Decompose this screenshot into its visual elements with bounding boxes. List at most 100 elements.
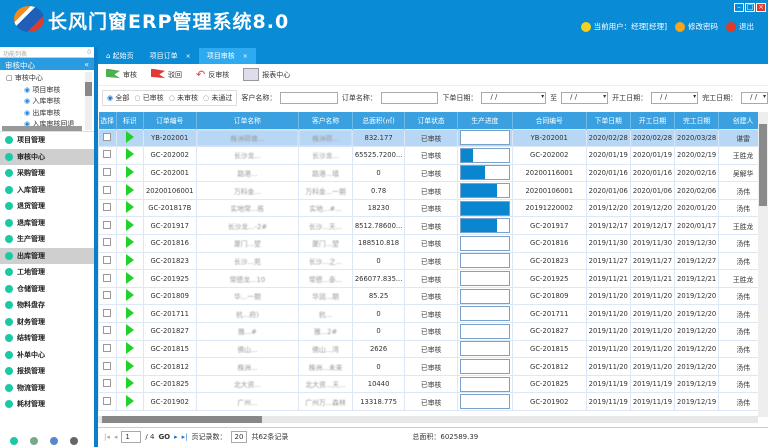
column-header[interactable]: 合同编号 [512,112,587,129]
table-horizontal-scrollbar[interactable] [98,416,758,423]
approve-button[interactable]: 审核 [106,68,137,81]
app-icon[interactable] [10,437,18,445]
table-row[interactable]: GC-201817B 实地常...栋 实地...#... 18230 已审核 201912… [98,198,768,218]
row-checkbox[interactable] [103,308,112,317]
table-row[interactable]: GC-201711 杭...府) 杭... 0 已审核 GC-201711 2019/11/… [98,304,768,324]
table-row[interactable]: GC-201925 常德龙...10 常德...泰... 266077.835... 已… [98,269,768,288]
select-cell[interactable] [98,216,117,236]
row-checkbox[interactable] [103,203,112,212]
row-checkbox[interactable] [103,361,112,370]
column-header[interactable]: 选择 [98,112,117,129]
sidebar-item[interactable]: 生产管理 [0,231,94,248]
next-page-button[interactable]: ▸ [174,432,178,441]
logout-link[interactable]: 退出 [726,21,754,32]
sidebar-item[interactable]: 审核中心 [0,148,94,165]
select-cell[interactable] [98,146,117,165]
row-checkbox[interactable] [103,238,112,247]
row-checkbox[interactable] [103,150,112,159]
column-header[interactable]: 标识 [116,112,144,129]
table-row[interactable]: GC-202001 路港... 路港...墙 0 已审核 20200116001 2020/… [98,163,768,183]
tag-icon[interactable] [50,437,58,445]
report-center-button[interactable]: 报表中心 [243,68,290,81]
table-row[interactable]: GC-201823 长沙...苑 长沙...之... 0 已审核 GC-201823 201… [98,251,768,271]
doc-icon[interactable] [70,437,78,445]
cart-icon[interactable] [30,437,38,445]
column-header[interactable]: 订单名称 [196,112,300,129]
table-row[interactable]: GC-201816 厦门...望 厦门...望 188510.818 已审核 GC-201… [98,234,768,253]
collapse-icon[interactable]: « [84,60,89,69]
tree-item-inbound-audit[interactable]: 入库审核 [6,96,94,108]
function-search[interactable]: 功能列表 0 [0,47,94,58]
page-size-input[interactable]: 20 [230,430,248,443]
finish-date-input[interactable]: / / [741,92,768,104]
reject-button[interactable]: 驳回 [151,68,182,81]
table-row[interactable]: GC-201902 广州... 广州万...森林 13318.775 已审核 GC-201… [98,392,768,411]
table-vertical-scrollbar[interactable] [758,112,768,417]
close-button[interactable]: × [756,3,766,12]
row-checkbox[interactable] [103,167,112,176]
radio-all[interactable]: 全部 [107,93,129,103]
sidebar-section-header[interactable]: 审核中心 « [0,58,94,70]
column-header[interactable]: 创建人 [718,112,768,129]
row-checkbox[interactable] [103,273,112,282]
table-row[interactable]: GC-201827 雅...# 雅...2# 0 已审核 GC-201827 2019/11… [98,322,768,341]
radio-rejected[interactable]: 未通过 [203,93,232,103]
go-button[interactable]: GO [158,432,171,441]
radio-approved[interactable]: 已审核 [134,93,164,103]
select-cell[interactable] [98,251,117,271]
last-page-button[interactable]: ▸| [181,432,188,441]
start-date-input[interactable]: / / [651,92,699,104]
select-cell[interactable] [98,392,117,411]
sidebar-item[interactable]: 采购管理 [0,165,94,182]
sidebar-item[interactable]: 耗材管理 [0,396,94,413]
select-cell[interactable] [98,163,117,183]
sidebar-item[interactable]: 报损管理 [0,363,94,380]
column-header[interactable]: 开工日期 [630,112,676,129]
table-row[interactable]: 20200106001 万科金... 万科金...一期 0.78 已审核 20200106… [98,181,768,200]
page-input[interactable]: 1 [121,430,142,443]
unapprove-button[interactable]: ↶ 反审核 [196,68,230,81]
tree-item-inbound-rollback[interactable]: 入库审核回退 [6,119,94,131]
select-cell[interactable] [98,339,117,359]
select-cell[interactable] [98,269,117,288]
select-cell[interactable] [98,374,117,394]
table-row[interactable]: GC-202002 长沙龙... 长沙龙... 65525.7200... 已审核 GC-… [98,146,768,165]
sidebar-item[interactable]: 物流管理 [0,380,94,397]
select-cell[interactable] [98,304,117,324]
row-checkbox[interactable] [103,220,112,229]
tree-item-outbound-audit[interactable]: 出库审核 [6,108,94,120]
table-row[interactable]: GC-201815 佛山... 佛山...湾 2626 已审核 GC-201815 2019… [98,339,768,359]
tree-vertical-scrollbar[interactable] [85,72,92,130]
row-checkbox[interactable] [103,396,112,405]
select-cell[interactable] [98,234,117,253]
sidebar-item[interactable]: 退库管理 [0,215,94,232]
first-page-button[interactable]: |◂ [104,432,110,441]
table-row[interactable]: GC-201917 长沙龙...-2# 长沙...天... 8512.78600...… [98,216,768,236]
sidebar-item[interactable]: 出库管理 [0,247,94,264]
select-cell[interactable] [98,198,117,218]
sidebar-item[interactable]: 退货管理 [0,198,94,215]
column-header[interactable]: 订单编号 [143,112,197,129]
tab-project-audit[interactable]: 项目审核 × [198,48,256,64]
customer-name-input[interactable] [280,92,338,104]
column-header[interactable]: 客户名称 [298,112,353,129]
row-checkbox[interactable] [103,379,112,388]
column-header[interactable]: 完工日期 [674,112,720,129]
table-row[interactable]: YB-202001 株洲荷塘... 株洲荷... 832.177 已审核 YB-20200… [98,128,768,148]
select-cell[interactable] [98,181,117,200]
column-header[interactable]: 订单状态 [404,112,458,129]
table-row[interactable]: GC-201809 华...一期 华润...期 85.25 已审核 GC-201809 20… [98,286,768,306]
minimize-button[interactable]: – [734,3,744,12]
sidebar-item[interactable]: 结转管理 [0,330,94,347]
row-checkbox[interactable] [103,255,112,264]
column-header[interactable]: 总面积(㎡) [352,112,406,129]
maximize-button[interactable]: □ [745,3,755,12]
select-cell[interactable] [98,357,117,376]
sidebar-item[interactable]: 工地管理 [0,264,94,281]
tree-item-project-audit[interactable]: 项目审核 [6,85,94,97]
row-checkbox[interactable] [103,343,112,352]
sidebar-item[interactable]: 入库管理 [0,182,94,199]
sidebar-item[interactable]: 财务管理 [0,314,94,331]
sidebar-item[interactable]: 仓储管理 [0,281,94,298]
select-cell[interactable] [98,286,117,306]
